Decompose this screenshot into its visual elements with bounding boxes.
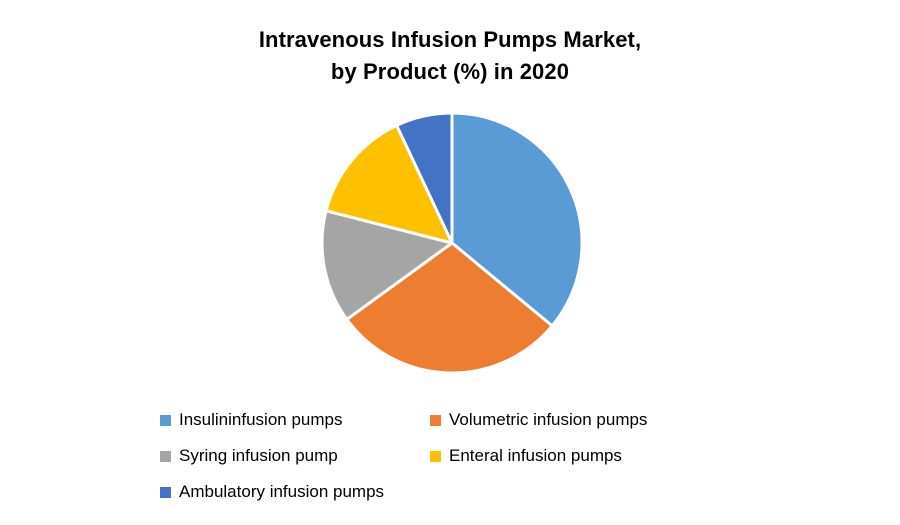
- chart-title: Intravenous Infusion Pumps Market, by Pr…: [0, 24, 900, 88]
- chart-title-line-2: by Product (%) in 2020: [330, 59, 570, 84]
- legend-item-ambulatory-infusion-pumps[interactable]: Ambulatory infusion pumps: [160, 474, 430, 510]
- legend-label: Enteral infusion pumps: [449, 446, 622, 465]
- legend-swatch-icon: [160, 415, 171, 426]
- pie-slice[interactable]: [324, 123, 454, 245]
- pie-chart: [320, 111, 584, 375]
- legend-item-volumetric-infusion-pumps[interactable]: Volumetric infusion pumps: [430, 402, 730, 438]
- legend-swatch-icon: [160, 487, 171, 498]
- pie-chart-svg: [320, 111, 584, 375]
- legend-label: Syring infusion pump: [179, 446, 338, 465]
- legend-label: Insulininfusion pumps: [179, 410, 343, 429]
- pie-slice-group: [320, 111, 584, 375]
- legend-label: Volumetric infusion pumps: [449, 410, 648, 429]
- legend-item-syring-infusion-pump[interactable]: Syring infusion pump: [160, 438, 430, 474]
- legend-row: Ambulatory infusion pumps: [160, 474, 760, 510]
- legend-swatch-icon: [160, 451, 171, 462]
- legend-item-enteral-infusion-pumps[interactable]: Enteral infusion pumps: [430, 438, 730, 474]
- pie-slice[interactable]: [345, 241, 554, 375]
- legend-row: Insulininfusion pumps Volumetric infusio…: [160, 402, 760, 438]
- legend-swatch-icon: [430, 451, 441, 462]
- pie-slice[interactable]: [450, 111, 584, 328]
- chart-title-line-1: Intravenous Infusion Pumps Market,: [258, 27, 642, 52]
- legend-item-insulin-infusion-pumps[interactable]: Insulininfusion pumps: [160, 402, 430, 438]
- pie-slice[interactable]: [395, 111, 454, 245]
- legend-swatch-icon: [430, 415, 441, 426]
- chart-legend: Insulininfusion pumps Volumetric infusio…: [160, 402, 760, 510]
- legend-label: Ambulatory infusion pumps: [179, 482, 385, 501]
- pie-slice[interactable]: [320, 209, 454, 321]
- legend-row: Syring infusion pump Enteral infusion pu…: [160, 438, 760, 474]
